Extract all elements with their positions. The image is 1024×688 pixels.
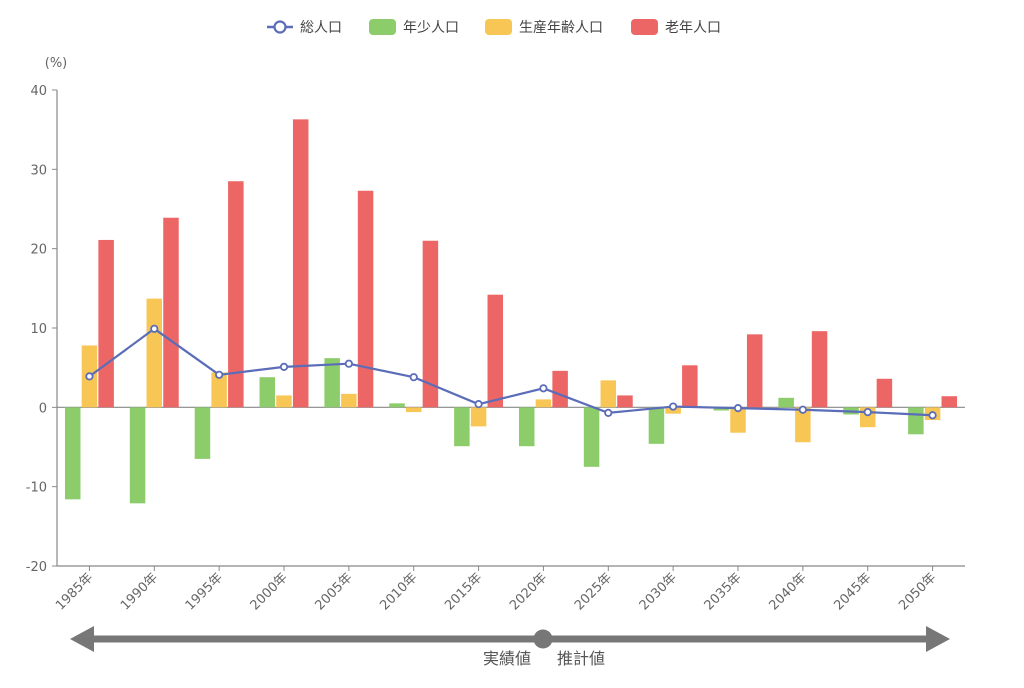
x-tick-label: 2010年 [377, 570, 420, 613]
x-tick-label: 2020年 [507, 570, 550, 613]
total-population-line [88, 327, 933, 417]
x-tick-label: 2040年 [766, 570, 809, 613]
timeline-right-arrowhead [926, 626, 950, 652]
bar-1-11: 年少人口 2040年: 1.2 [778, 397, 794, 408]
bar-1-3: 年少人口 2000年: 3.8 [259, 377, 276, 408]
x-tick-label: 2045年 [831, 570, 874, 613]
x-tick-label: 2000年 [248, 570, 291, 613]
y-tick-label: 30 [30, 163, 47, 178]
bar-3-13: 老年人口 2050年: 1.4 [941, 396, 958, 408]
x-tick-label: 2050年 [896, 570, 939, 613]
bar-2-6: 生産年齢人口 2015年: -2.4 [470, 407, 487, 427]
x-tick-label: 1990年 [118, 570, 161, 613]
line-point-2: 総人口 1995年: 4.1 [215, 370, 224, 379]
bar-3-4: 老年人口 2005年: 27.3 [357, 190, 374, 408]
bar-3-10: 老年人口 2035年: 9.2 [746, 334, 763, 408]
bar-2-11: 生産年齢人口 2040年: -4.4 [795, 407, 811, 443]
line-point-6: 総人口 2015年: 0.4 [474, 400, 483, 409]
bar-1-0: 年少人口 1985年: -11.6 [64, 407, 81, 500]
line-point-1: 総人口 1990年: 9.9 [150, 324, 159, 333]
bar-3-12: 老年人口 2045年: 3.6 [876, 378, 893, 408]
y-tick-label: 40 [30, 84, 47, 99]
legend-swatch [485, 19, 512, 35]
bar-3-0: 老年人口 1985年: 21.1 [98, 239, 114, 408]
line-point-11: 総人口 2040年: -0.3 [798, 405, 807, 414]
legend-label: 老年人口 [665, 20, 721, 36]
bar-2-2: 生産年齢人口 1995年: 4.4 [211, 372, 227, 408]
x-tick-label: 2025年 [572, 570, 615, 613]
timeline-divider-dot [533, 629, 553, 649]
line-point-10: 総人口 2035年: -0.1 [733, 404, 743, 413]
timeline-projection-label: 推計値 [557, 649, 605, 668]
line-point-7: 総人口 2020年: 2.4 [539, 384, 548, 393]
bar-3-5: 老年人口 2010年: 21 [422, 240, 439, 408]
line-point-9: 総人口 2030年: 0.1 [669, 402, 678, 411]
legend-label: 年少人口 [403, 20, 459, 36]
bar-1-7: 年少人口 2020年: -4.9 [518, 407, 535, 447]
x-tick-label: 2035年 [702, 570, 745, 613]
line-point-12: 総人口 2045年: -0.6 [863, 407, 872, 417]
bar-1-1: 年少人口 1990年: -12.1 [129, 407, 146, 504]
bar-1-9: 年少人口 2030年: -4.6 [648, 407, 665, 444]
y-axis-unit-label: (%) [45, 56, 68, 71]
bar-3-11: 老年人口 2040年: 9.6 [811, 331, 828, 408]
y-tick-label: 20 [30, 243, 47, 258]
bar-2-10: 生産年齢人口 2035年: -3.2 [730, 407, 746, 433]
bar-2-3: 生産年齢人口 2000年: 1.5 [276, 395, 292, 408]
bar-3-1: 老年人口 1990年: 23.9 [163, 217, 179, 408]
bar-2-7: 生産年齢人口 2020年: 1 [535, 399, 552, 408]
legend-line-marker [273, 20, 287, 34]
y-tick-label: -20 [26, 560, 47, 575]
timeline-left-arrowhead [70, 626, 94, 652]
line-point-4: 総人口 2005年: 5.5 [344, 359, 353, 368]
bar-1-6: 年少人口 2015年: -4.9 [454, 407, 470, 447]
legend-swatch [369, 19, 396, 35]
bar-2-8: 生産年齢人口 2025年: 3.4 [600, 380, 617, 408]
legend-swatch [631, 19, 658, 35]
y-tick-label: -10 [26, 481, 47, 496]
x-tick-label: 1985年 [53, 570, 96, 613]
line-point-13: 総人口 2050年: -1 [928, 411, 937, 420]
bar-1-13: 年少人口 2050年: -3.4 [908, 407, 924, 435]
bar-2-5: 生産年齢人口 2010年: -0.6 [405, 407, 422, 413]
bar-1-5: 年少人口 2010年: 0.5 [389, 403, 405, 408]
bar-3-6: 老年人口 2015年: 14.2 [487, 294, 504, 408]
y-tick-label: 10 [30, 322, 47, 337]
x-tick-label: 2015年 [442, 570, 485, 613]
timeline-actual-label: 実績値 [483, 649, 531, 668]
line-point-3: 総人口 2000年: 5.1 [279, 362, 289, 371]
line-point-0: 総人口 1985年: 3.9 [85, 372, 94, 381]
bar-2-4: 生産年齢人口 2005年: 1.7 [341, 393, 357, 408]
bar-2-1: 生産年齢人口 1990年: 13.7 [146, 298, 163, 408]
y-tick-label: 0 [39, 401, 47, 416]
x-tick-label: 2005年 [312, 570, 355, 613]
bar-1-2: 年少人口 1995年: -6.5 [194, 407, 211, 459]
legend-label: 総人口 [300, 20, 342, 36]
bar-3-3: 老年人口 2000年: 36.3 [292, 119, 309, 408]
bar-1-4: 年少人口 2005年: 6.2 [324, 358, 340, 408]
bar-3-9: 老年人口 2030年: 5.3 [682, 365, 698, 408]
bar-3-2: 老年人口 1995年: 28.5 [228, 181, 244, 408]
bar-3-7: 老年人口 2020年: 4.6 [552, 370, 568, 408]
x-tick-label: 1995年 [183, 570, 226, 613]
line-point-5: 総人口 2010年: 3.8 [409, 373, 418, 382]
x-tick-label: 2030年 [637, 570, 680, 613]
bar-1-10: 年少人口 2035年: -0.4 [713, 407, 730, 411]
bar-3-8: 老年人口 2025年: 1.5 [617, 395, 633, 408]
legend-label: 生産年齢人口 [519, 20, 603, 36]
bar-1-8: 年少人口 2025年: -7.5 [583, 407, 600, 467]
line-point-8: 総人口 2025年: -0.7 [604, 408, 613, 417]
